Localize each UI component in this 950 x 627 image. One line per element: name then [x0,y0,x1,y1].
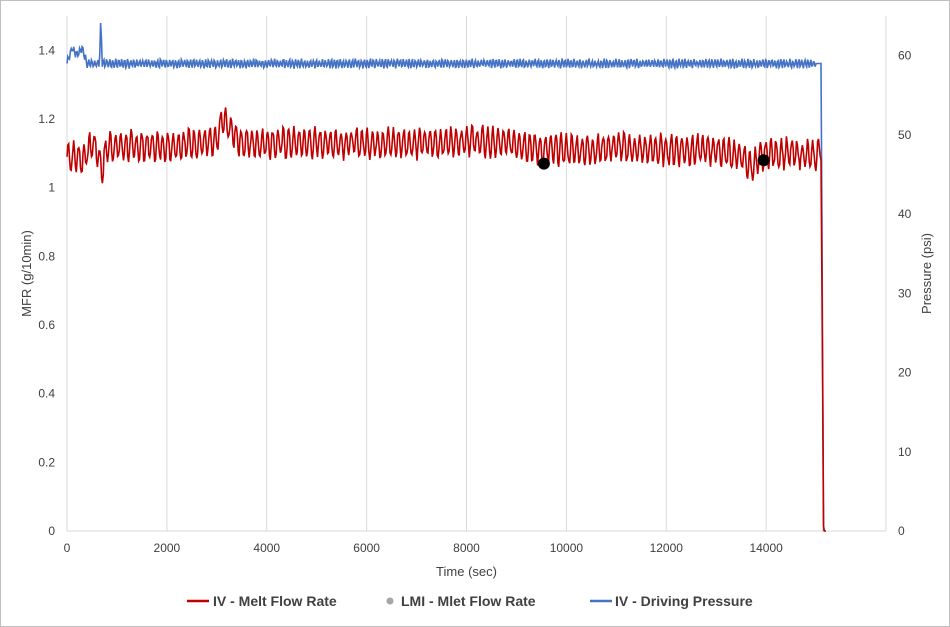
y2-tick-label: 40 [898,207,912,221]
x-tick-label: 0 [64,541,71,555]
y2-tick-label: 50 [898,128,912,142]
legend-melt-flow-label: IV - Melt Flow Rate [213,593,337,609]
legend: IV - Melt Flow Rate LMI - Mlet Flow Rate… [187,593,753,609]
series-driving-pressure-line [66,22,825,532]
y-tick-label: 1.2 [38,112,55,126]
y-tick-label: 1.4 [38,43,55,57]
x-tick-label: 4000 [253,541,280,555]
x-tick-label: 12000 [650,541,684,555]
lmi-flow-point [757,154,770,167]
x-tick-label: 2000 [154,541,181,555]
x-tick-label: 8000 [453,541,480,555]
legend-driving-pressure-label: IV - Driving Pressure [615,593,753,609]
y2-tick-label: 60 [898,49,912,63]
y2-tick-label: 10 [898,445,912,459]
series-melt-flow-line [66,107,826,532]
y2-axis-title: Pressure (psi) [919,233,934,314]
y2-tick-label: 20 [898,366,912,380]
lmi-flow-point [537,157,550,170]
y-tick-label: 0.4 [38,387,55,401]
y-tick-label: 0.6 [38,318,55,332]
x-tick-label: 6000 [353,541,380,555]
y2-tick-label: 0 [898,524,905,538]
legend-item-driving-pressure[interactable]: IV - Driving Pressure [590,593,753,609]
x-tick-label: 14000 [749,541,783,555]
x-axis-title: Time (sec) [436,564,497,579]
y-tick-label: 1 [48,181,55,195]
axes [66,16,887,532]
legend-item-lmi-flow[interactable]: LMI - Mlet Flow Rate [386,593,536,609]
y-tick-label: 0.8 [38,249,55,263]
x-tick-label: 10000 [550,541,584,555]
legend-lmi-flow-marker [386,597,394,605]
grid [166,16,767,531]
y-tick-label: 0.2 [38,455,55,469]
legend-item-melt-flow[interactable]: IV - Melt Flow Rate [187,593,337,609]
y-axis-title: MFR (g/10min) [19,230,34,317]
y2-tick-label: 30 [898,286,912,300]
series-layer [66,22,826,532]
legend-lmi-flow-label: LMI - Mlet Flow Rate [401,593,536,609]
y-tick-label: 0 [48,524,55,538]
tick-labels: 0 2000 4000 6000 8000 10000 12000 14000 0 0.2 0.4 0… [38,43,911,555]
